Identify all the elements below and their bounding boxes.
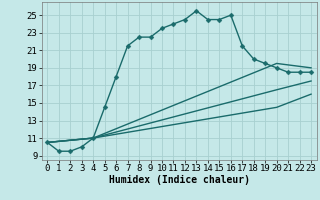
X-axis label: Humidex (Indice chaleur): Humidex (Indice chaleur) bbox=[109, 175, 250, 185]
